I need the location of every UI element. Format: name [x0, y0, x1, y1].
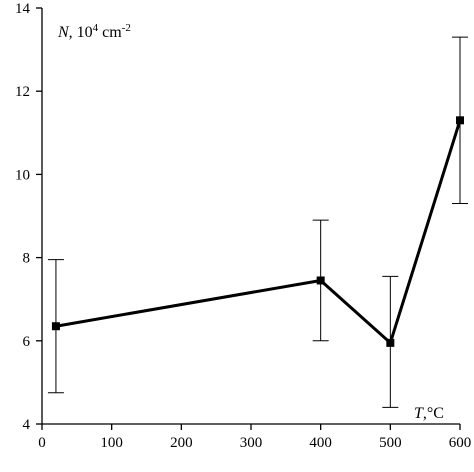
y-axis-unit-suffix: cm — [98, 24, 122, 41]
x-tick-label: 500 — [379, 435, 402, 451]
y-axis-unit-exp: 4 — [93, 22, 99, 34]
y-axis-title: N, 104 cm-2 — [57, 22, 131, 41]
data-point — [386, 338, 395, 347]
y-axis-symbol: N — [57, 24, 70, 41]
y-tick-label: 4 — [23, 417, 31, 433]
x-axis-title: T,°C — [414, 405, 444, 422]
x-tick-label: 600 — [449, 435, 472, 451]
x-tick-label: 100 — [100, 435, 123, 451]
series-lines — [55, 119, 462, 346]
y-tick-label: 14 — [15, 1, 31, 17]
data-points — [51, 116, 464, 347]
y-tick-label: 12 — [15, 84, 30, 100]
y-tick-label: 10 — [15, 167, 30, 183]
y-axis-unit-suffix-exp: -2 — [122, 22, 131, 34]
x-axis-unit: ,°C — [423, 405, 444, 422]
axes — [41, 8, 460, 425]
x-axis-symbol: T — [414, 405, 424, 422]
ticks: 0 100 200 300 400 500 600 4 6 8 10 12 14 — [15, 1, 471, 451]
data-point — [316, 276, 325, 285]
error-bars — [47, 36, 468, 408]
data-point — [456, 116, 464, 125]
series-line — [55, 119, 462, 346]
x-tick-label: 400 — [309, 435, 332, 451]
data-point — [51, 322, 60, 331]
y-tick-label: 6 — [23, 334, 31, 350]
x-tick-label: 0 — [38, 435, 46, 451]
x-tick-label: 300 — [240, 435, 263, 451]
x-tick-label: 200 — [170, 435, 193, 451]
y-tick-label: 8 — [23, 251, 31, 267]
y-axis-unit-prefix: , 10 — [69, 24, 93, 41]
